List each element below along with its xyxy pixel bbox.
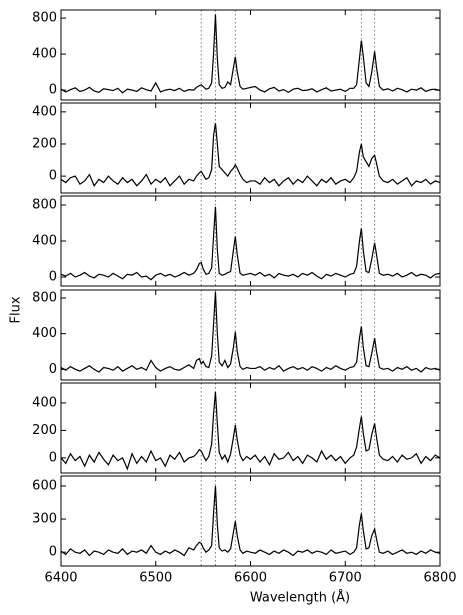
y-tick-label: 0 (49, 545, 57, 560)
x-tick-label: 6800 (423, 571, 456, 586)
y-tick-label: 400 (32, 395, 57, 410)
panel-frame (60, 475, 441, 567)
spectrum-line (61, 391, 440, 471)
x-tick-label: 6700 (329, 571, 362, 586)
spectrum-line (61, 206, 440, 281)
y-tick-label: 200 (32, 136, 57, 151)
y-axis-label: Flux (9, 296, 24, 323)
y-tick-label: 0 (49, 169, 57, 184)
y-tick-label: 400 (32, 47, 57, 62)
y-tick-label: 800 (32, 198, 57, 213)
x-tick-label: 6400 (44, 571, 77, 586)
y-tick-label: 0 (49, 83, 57, 98)
panel-frame (60, 102, 441, 194)
spectrum-line (61, 291, 440, 373)
y-tick-label: 800 (32, 11, 57, 26)
x-tick-label: 6600 (234, 571, 267, 586)
panel-frame (60, 9, 441, 101)
y-tick-label: 0 (49, 362, 57, 377)
panel-frame (60, 195, 441, 287)
y-tick-label: 400 (32, 104, 57, 119)
spectrum-line (61, 485, 440, 557)
panel-frame (60, 382, 441, 474)
x-tick-label: 6500 (139, 571, 172, 586)
y-tick-label: 600 (32, 478, 57, 493)
y-tick-label: 0 (49, 450, 57, 465)
panel-frame (60, 289, 441, 381)
x-axis-label: Wavelength (Å) (250, 590, 350, 606)
y-tick-label: 300 (32, 512, 57, 527)
y-tick-label: 200 (32, 423, 57, 438)
spectrum-line (61, 123, 440, 187)
y-tick-label: 0 (49, 270, 57, 285)
spectrum-line (61, 14, 440, 94)
y-tick-label: 800 (32, 291, 57, 306)
y-tick-label: 400 (32, 326, 57, 341)
y-tick-label: 400 (32, 234, 57, 249)
